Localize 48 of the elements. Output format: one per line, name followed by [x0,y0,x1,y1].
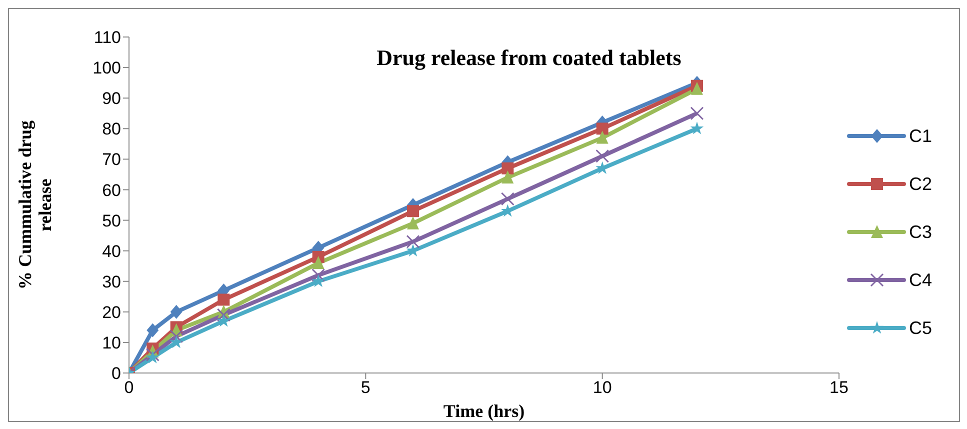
point [502,162,514,174]
point [407,205,419,218]
point [596,122,608,135]
point [690,106,704,120]
point [500,192,514,206]
y-tick-label: 90 [102,89,121,108]
point [218,294,230,306]
y-tick-label: 100 [92,58,121,78]
y-tick-label: 10 [102,333,121,352]
legend-label: C2 [909,174,932,194]
x-tick-label: 10 [592,378,612,398]
legend-label: C1 [909,126,932,146]
point [170,330,184,344]
chart-title: Drug release from coated tablets [376,45,682,70]
point [502,170,514,184]
point [216,308,230,322]
y-tick-label: 30 [102,272,121,292]
point [691,82,703,95]
legend-label: C5 [909,318,932,338]
point [312,274,325,288]
point [146,323,159,338]
y-axis-title: % Cummulative drug release [15,120,55,290]
point [596,130,608,144]
point [217,314,230,327]
y-tick-label: 110 [94,28,121,48]
point [407,216,419,230]
point [596,149,610,163]
y-tick-label: 80 [102,120,121,139]
y-tick-label: 0 [112,364,121,384]
point [406,234,420,248]
y-tick-label: 70 [102,150,121,170]
point [312,268,326,282]
point [690,122,704,134]
point [146,350,160,364]
point [170,304,182,319]
legend-label: C4 [909,270,932,290]
x-tick-label: 5 [360,378,370,398]
y-tick-label: 40 [102,242,121,261]
y-tick-label: 50 [102,211,121,230]
x-tick-label: 0 [124,378,134,398]
x-axis-title: Time (hrs) [443,401,525,421]
point [146,348,160,362]
y-tick-label: 60 [102,180,121,200]
x-tick-label: 15 [830,378,848,398]
y-tick-label: 20 [102,302,121,322]
legend-label: C3 [909,222,932,242]
point [312,256,324,270]
point [170,335,183,348]
